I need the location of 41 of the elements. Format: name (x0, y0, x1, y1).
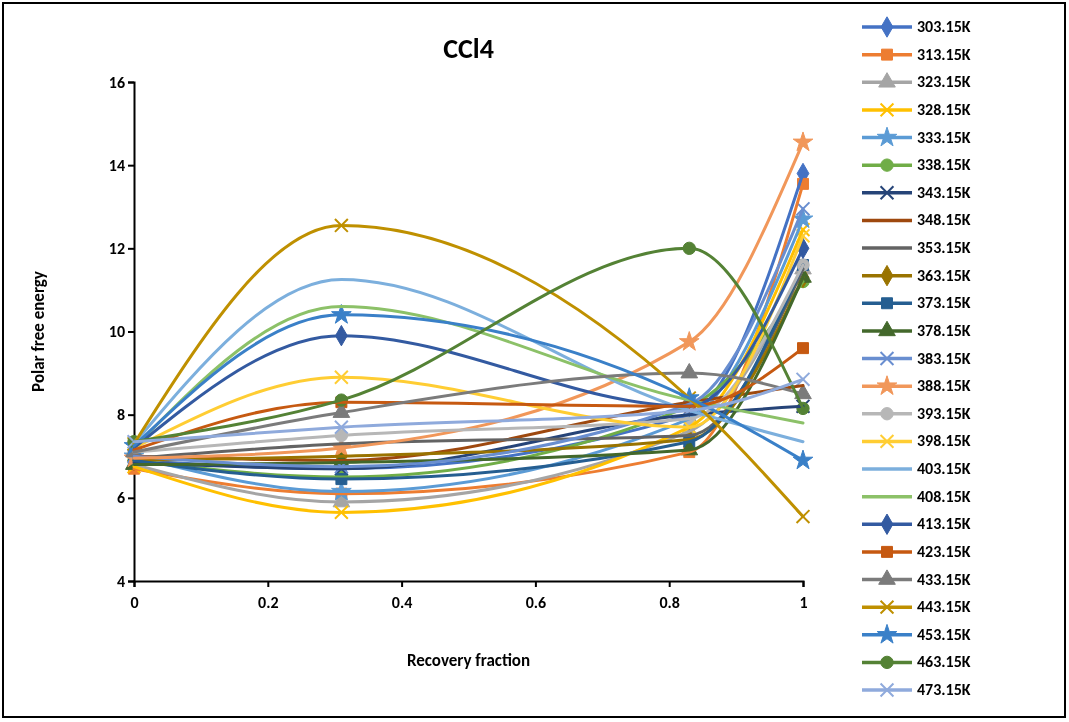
y-tick-label: 14 (108, 155, 125, 175)
y-tick-label: 6 (116, 488, 125, 508)
y-tick-label: 4 (116, 571, 125, 591)
legend-label: 328.15K (917, 99, 971, 119)
legend-label: 378.15K (917, 320, 971, 340)
y-tick-label: 8 (116, 405, 125, 425)
legend-label: 348.15K (917, 210, 971, 230)
y-axis-title: Polar free energy (28, 271, 49, 392)
legend-label: 338.15K (917, 155, 971, 175)
x-axis-title: Recovery fraction (406, 650, 531, 671)
x-tick-label: 0.4 (391, 592, 413, 612)
legend-label: 473.15K (917, 680, 971, 699)
legend-label: 408.15K (917, 486, 971, 506)
x-tick-label: 0.2 (258, 592, 279, 612)
x-tick-label: 0.6 (525, 592, 547, 612)
legend-label: 303.15K (917, 17, 971, 36)
legend-label: 443.15K (917, 597, 971, 617)
legend-label: 423.15K (917, 541, 971, 561)
y-tick-label: 10 (108, 322, 125, 342)
x-tick-label: 0.8 (659, 592, 680, 612)
legend-label: 373.15K (917, 293, 971, 313)
x-tick-label: 0 (130, 592, 139, 612)
legend-label: 323.15K (917, 72, 971, 92)
legend-label: 363.15K (917, 265, 971, 285)
y-tick-label: 12 (108, 238, 125, 258)
legend-label: 403.15K (917, 459, 971, 478)
legend-label: 343.15K (917, 182, 971, 202)
legend-label: 383.15K (917, 348, 971, 368)
legend-label: 313.15K (917, 44, 971, 64)
legend-label: 463.15K (917, 652, 971, 672)
legend-label: 398.15K (917, 431, 971, 451)
x-tick-label: 1 (799, 592, 808, 612)
y-tick-label: 16 (108, 72, 125, 92)
legend-label: 393.15K (917, 403, 971, 423)
legend-label: 388.15K (917, 376, 971, 396)
legend-label: 453.15K (917, 624, 971, 644)
legend-label: 413.15K (917, 514, 971, 534)
legend-label: 333.15K (917, 127, 971, 147)
legend-label: 433.15K (917, 569, 971, 589)
legend-label: 353.15K (917, 238, 971, 257)
chart-title: CCl4 (443, 31, 494, 66)
